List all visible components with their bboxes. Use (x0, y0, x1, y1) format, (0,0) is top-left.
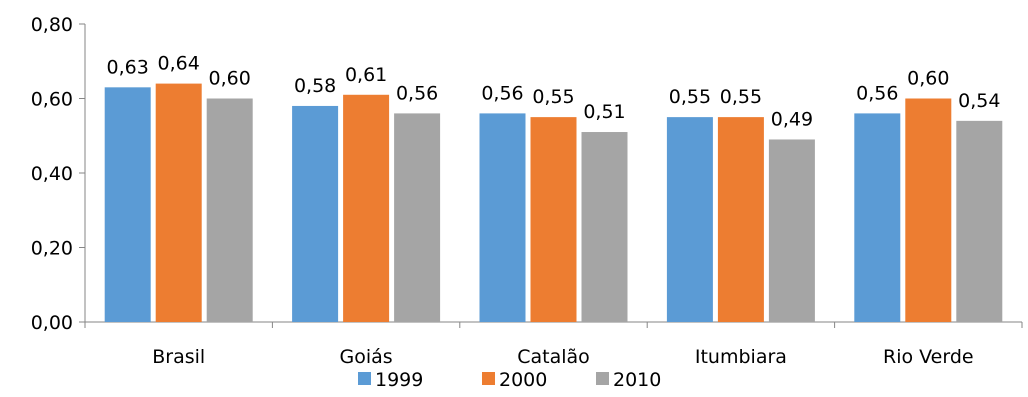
data-label: 0,60 (209, 68, 251, 90)
y-tick-label: 0,00 (31, 312, 73, 334)
bar-2000 (155, 83, 202, 322)
bar-2010 (956, 120, 1003, 322)
bar-1999 (666, 117, 713, 322)
legend: 1999 2000 2010 (358, 369, 661, 391)
bar-2000 (343, 94, 390, 323)
data-label: 0,55 (720, 86, 762, 108)
x-category-label: Rio Verde (883, 346, 974, 368)
x-axis: Brasil Goiás Catalão Itumbiara Rio Verde (84, 321, 1023, 368)
bar-2000 (905, 98, 952, 322)
legend-label: 2000 (499, 369, 547, 391)
data-label: 0,54 (958, 90, 1000, 112)
bar-1999 (292, 105, 339, 322)
x-category-label: Goiás (340, 346, 393, 368)
y-tick-label: 0,40 (31, 163, 73, 185)
data-label: 0,63 (107, 56, 149, 78)
data-label: 0,61 (345, 64, 387, 86)
x-category-label: Itumbiara (695, 346, 787, 368)
data-label: 0,56 (856, 82, 898, 104)
bar-2010 (581, 132, 628, 322)
legend-label: 1999 (375, 369, 423, 391)
data-label: 0,55 (669, 86, 711, 108)
x-category-label: Catalão (517, 346, 590, 368)
data-label: 0,58 (294, 75, 336, 97)
data-label: 0,55 (532, 86, 574, 108)
data-label: 0,56 (481, 82, 523, 104)
bars (104, 83, 1003, 323)
y-axis: 0,00 0,20 0,40 0,60 0,80 (31, 14, 86, 334)
x-category-label: Brasil (152, 346, 205, 368)
bar-2000 (717, 117, 764, 322)
data-label: 0,49 (771, 108, 813, 130)
bar-1999 (104, 87, 151, 322)
legend-swatch-2000 (482, 372, 495, 385)
data-label: 0,64 (158, 53, 200, 75)
legend-swatch-2010 (596, 372, 609, 385)
bar-2010 (768, 139, 815, 322)
bar-1999 (854, 113, 901, 323)
bar-2000 (530, 117, 577, 322)
data-label: 0,51 (583, 101, 625, 123)
bar-1999 (479, 113, 526, 323)
data-label: 0,56 (396, 82, 438, 104)
legend-swatch-1999 (358, 372, 371, 385)
y-tick-label: 0,80 (31, 14, 73, 36)
data-label: 0,60 (907, 68, 949, 90)
legend-label: 2010 (613, 369, 661, 391)
data-labels: 0,63 0,64 0,60 0,58 0,61 0,56 0,56 0,55 0,51 0,55… (107, 53, 1001, 131)
bar-2010 (206, 98, 253, 322)
bar-2010 (394, 113, 441, 323)
y-tick-label: 0,60 (31, 89, 73, 111)
y-tick-label: 0,20 (31, 238, 73, 260)
